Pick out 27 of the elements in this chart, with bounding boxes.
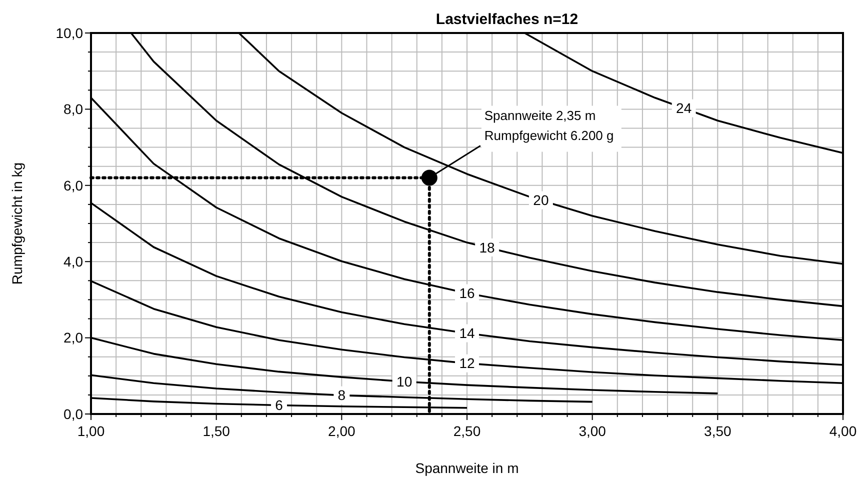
annotation: Spannweite 2,35 m Rumpfgewicht 6.200 g bbox=[484, 108, 614, 143]
series-label: 10 bbox=[396, 374, 412, 390]
x-tick-label: 2,00 bbox=[328, 423, 356, 439]
x-tick-label: 1,50 bbox=[202, 423, 230, 439]
y-tick-label: 4,0 bbox=[64, 254, 84, 270]
y-tick-label: 6,0 bbox=[64, 177, 84, 194]
x-tick-label: 1,00 bbox=[77, 423, 105, 439]
x-tick-label: 4,00 bbox=[829, 423, 857, 439]
series-label: 6 bbox=[275, 397, 284, 414]
y-tick-label: 8,0 bbox=[64, 101, 84, 118]
series-label: 18 bbox=[479, 239, 496, 256]
chart-title: Lastvielfaches n=12 bbox=[436, 11, 578, 28]
series-label: 24 bbox=[676, 100, 692, 116]
y-tick-label: 0,0 bbox=[64, 406, 84, 422]
series-label: 16 bbox=[459, 285, 475, 302]
y-tick-label: 2,0 bbox=[64, 330, 84, 346]
x-tick-label: 3,50 bbox=[704, 423, 732, 439]
y-axis-title: Rumpfgewicht in kg bbox=[9, 162, 25, 285]
series-label: 8 bbox=[338, 387, 346, 404]
x-axis-title: Spannweite in m bbox=[415, 460, 519, 476]
y-tick-label: 10,0 bbox=[56, 24, 84, 41]
point bbox=[421, 170, 438, 186]
series-label: 20 bbox=[533, 192, 549, 208]
series-label: 12 bbox=[459, 355, 475, 372]
series-label: 14 bbox=[459, 325, 475, 342]
x-tick-label: 3,00 bbox=[578, 423, 606, 439]
x-tick-label: 2,50 bbox=[453, 423, 481, 439]
